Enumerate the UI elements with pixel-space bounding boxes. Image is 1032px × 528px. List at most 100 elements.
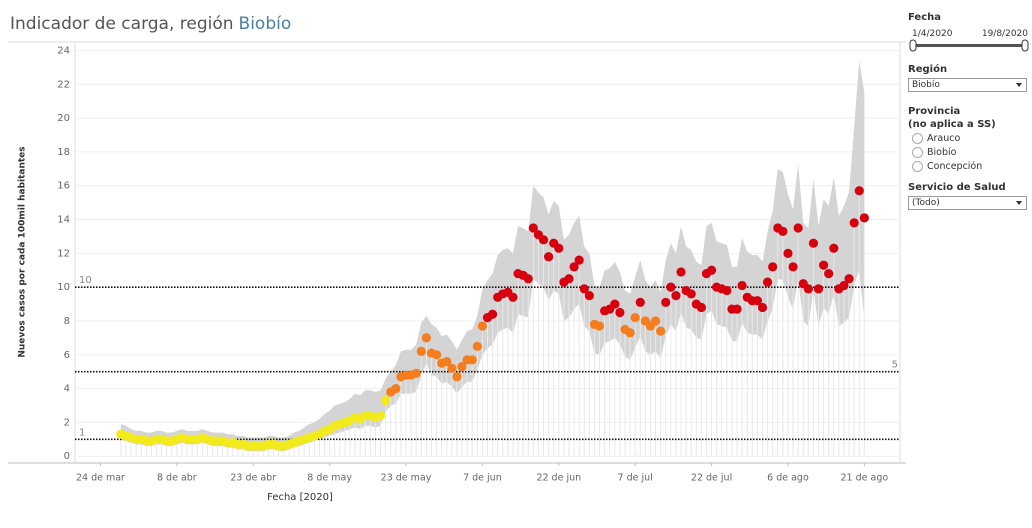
data-point bbox=[778, 226, 788, 236]
data-point bbox=[757, 302, 768, 313]
filter-title: Servicio de Salud bbox=[908, 182, 1006, 193]
option-label: Biobío bbox=[927, 147, 957, 158]
data-point bbox=[594, 321, 605, 331]
x-tick-label: 22 de jul bbox=[691, 473, 732, 484]
data-point bbox=[650, 316, 661, 326]
y-tick-label: 12 bbox=[57, 248, 70, 259]
radio-option[interactable]: Arauco bbox=[912, 133, 1030, 144]
data-point bbox=[391, 384, 401, 394]
reference-label: 10 bbox=[79, 275, 92, 286]
y-tick-label: 0 bbox=[64, 451, 70, 462]
data-point bbox=[803, 284, 813, 294]
data-point bbox=[635, 297, 645, 307]
data-point bbox=[783, 248, 793, 258]
data-point bbox=[762, 277, 773, 287]
x-tick-label: 8 de may bbox=[307, 473, 352, 484]
data-point bbox=[732, 304, 742, 314]
data-point bbox=[569, 262, 579, 272]
data-point bbox=[686, 289, 696, 299]
data-point bbox=[839, 280, 849, 291]
title-text: Indicador de carga, región bbox=[10, 14, 234, 34]
x-tick-label: 6 de ago bbox=[767, 473, 809, 484]
reference-label: 5 bbox=[892, 360, 898, 371]
data-point bbox=[508, 292, 518, 302]
slider-track bbox=[912, 44, 1026, 47]
data-point bbox=[487, 309, 498, 319]
data-point bbox=[431, 350, 442, 360]
data-point bbox=[813, 284, 824, 294]
data-point bbox=[610, 299, 620, 309]
data-point bbox=[467, 355, 477, 365]
filter-title: Región bbox=[908, 64, 948, 75]
filter-title: Provincia bbox=[908, 106, 961, 117]
data-point bbox=[472, 341, 482, 351]
data-point bbox=[829, 243, 839, 253]
data-point bbox=[477, 321, 488, 331]
radio-option[interactable]: Concepción bbox=[912, 161, 1030, 172]
data-point bbox=[584, 291, 594, 301]
servicio-dropdown[interactable]: (Todo) bbox=[908, 196, 1027, 210]
date-slider[interactable] bbox=[908, 39, 1030, 53]
x-tick-label: 24 de mar bbox=[76, 473, 125, 484]
chart: Indicador de carga, región Biobío Fecha [… bbox=[8, 14, 906, 503]
data-point bbox=[752, 296, 763, 306]
x-tick-label: 7 de jul bbox=[618, 473, 653, 484]
y-tick-label: 2 bbox=[64, 417, 70, 428]
data-point bbox=[737, 280, 747, 291]
y-tick-label: 10 bbox=[57, 282, 70, 293]
date-range: 1/4/2020 19/8/2020 bbox=[908, 29, 1030, 39]
date-end: 19/8/2020 bbox=[981, 29, 1028, 39]
x-tick-label: 22 de jun bbox=[536, 473, 581, 484]
chart-title: Indicador de carga, región Biobío bbox=[10, 14, 291, 34]
radio-option[interactable]: Biobío bbox=[912, 147, 1030, 158]
data-point bbox=[538, 235, 549, 245]
data-point bbox=[706, 265, 717, 275]
y-tick-label: 14 bbox=[57, 215, 70, 226]
data-point bbox=[854, 186, 864, 196]
data-point bbox=[452, 372, 462, 382]
data-point bbox=[661, 297, 671, 307]
filter-title: Fecha bbox=[908, 12, 942, 23]
data-point bbox=[528, 223, 538, 233]
data-point bbox=[442, 356, 452, 367]
slider-handle[interactable] bbox=[1021, 39, 1029, 52]
data-point bbox=[768, 262, 778, 272]
option-label: Concepción bbox=[927, 161, 983, 172]
y-tick-label: 24 bbox=[57, 45, 70, 56]
data-point bbox=[844, 274, 854, 284]
data-point bbox=[375, 411, 386, 421]
slider-handle[interactable] bbox=[909, 39, 917, 52]
filter-subtitle: (no aplica a SS) bbox=[908, 119, 996, 130]
data-point bbox=[666, 282, 676, 292]
x-tick-label: 23 de abr bbox=[230, 473, 276, 484]
region-dropdown[interactable]: Biobío bbox=[908, 78, 1027, 92]
data-point bbox=[625, 328, 635, 338]
confidence-band bbox=[120, 60, 865, 452]
y-tick-label: 4 bbox=[64, 384, 70, 395]
y-tick-label: 6 bbox=[64, 350, 70, 361]
data-point bbox=[808, 238, 819, 248]
data-point bbox=[722, 285, 732, 296]
data-point bbox=[788, 262, 798, 272]
y-axis-title: Nuevos casos por cada 100mil habitantes bbox=[18, 146, 28, 357]
x-tick-label: 23 de may bbox=[381, 473, 432, 484]
date-start: 1/4/2020 bbox=[912, 29, 953, 39]
x-axis-title: Fecha [2020] bbox=[267, 492, 333, 503]
data-point bbox=[696, 302, 706, 313]
data-point bbox=[411, 368, 421, 378]
filter-panel: Fecha 1/4/2020 19/8/2020 Región Biobío Pr… bbox=[908, 8, 1030, 210]
data-point bbox=[630, 312, 640, 323]
data-point bbox=[457, 362, 467, 372]
option-label: Arauco bbox=[927, 133, 961, 144]
data-point bbox=[544, 252, 554, 262]
data-point bbox=[615, 307, 625, 318]
data-point bbox=[656, 326, 666, 336]
data-point bbox=[676, 267, 686, 277]
data-point bbox=[849, 218, 859, 228]
x-tick-label: 8 de abr bbox=[157, 473, 197, 484]
data-point bbox=[564, 274, 574, 284]
data-point bbox=[574, 255, 584, 265]
data-point bbox=[824, 269, 834, 279]
data-point bbox=[523, 274, 533, 284]
x-tick-label: 7 de jun bbox=[463, 473, 502, 484]
